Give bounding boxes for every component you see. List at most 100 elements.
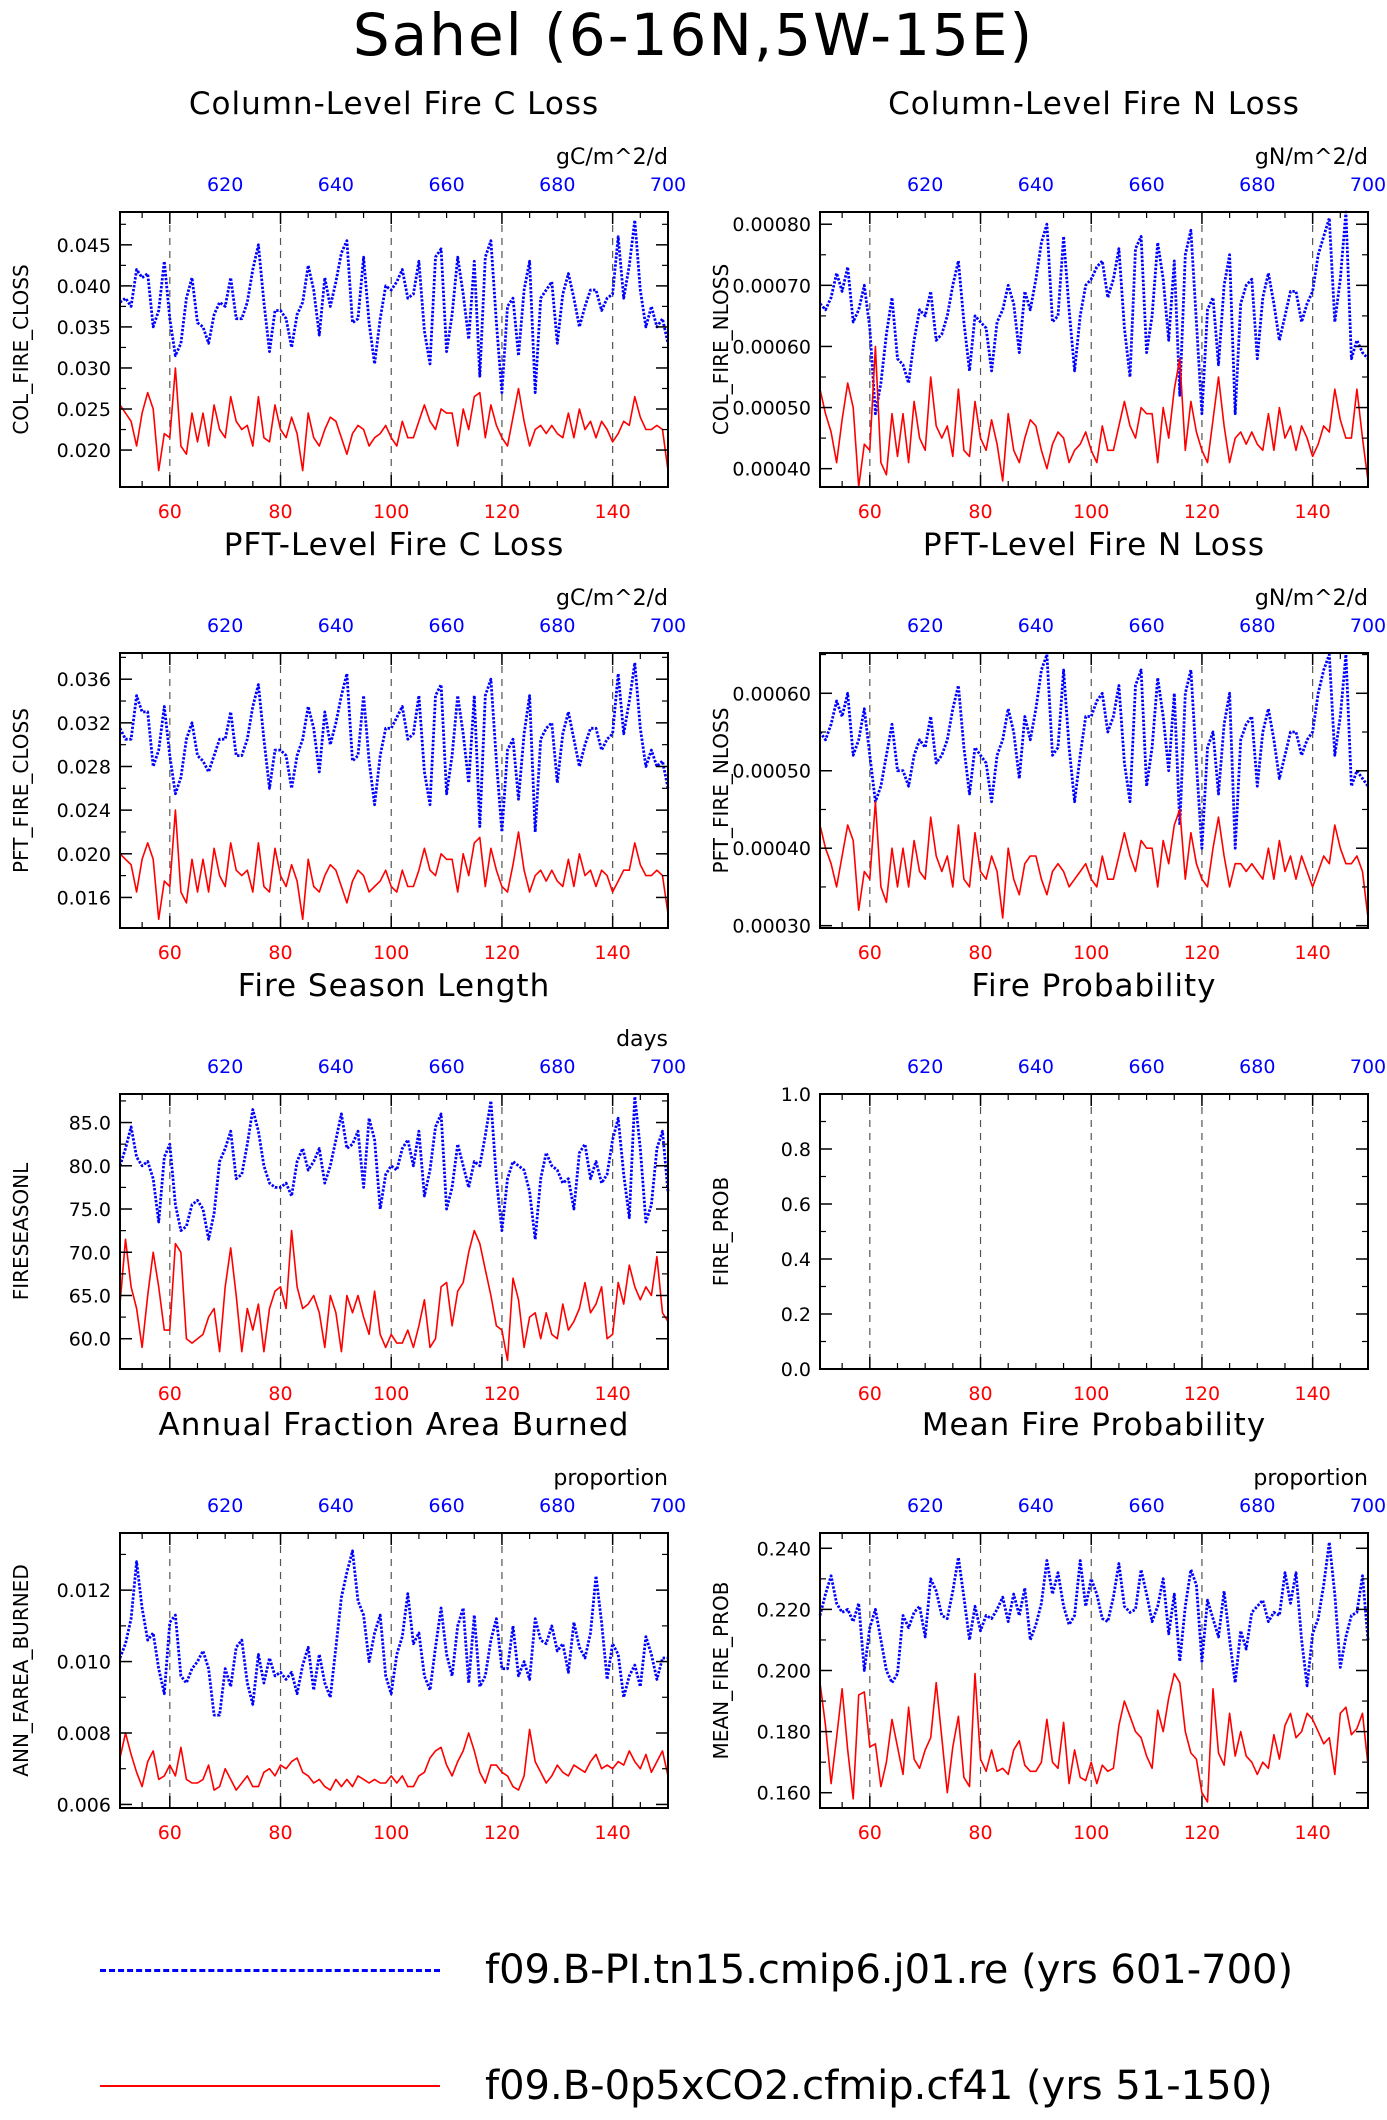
plot-frame <box>119 211 669 488</box>
plot-frame <box>119 1532 669 1809</box>
y-tick-label: 0.010 <box>57 1652 111 1674</box>
x-tick-label-top: 660 <box>1128 1056 1164 1078</box>
x-tick-label-top: 640 <box>318 615 354 637</box>
x-tick-label-top: 700 <box>650 174 686 196</box>
series-control-line <box>818 653 1370 850</box>
plot-frame <box>819 652 1369 929</box>
plot-frame <box>119 652 669 929</box>
y-tick-label: 80.0 <box>69 1156 111 1178</box>
chart-panel-0: Column-Level Fire C Loss gC/m^2/d 60 80 100 1… <box>9 86 686 523</box>
y-tick-label: 0.160 <box>757 1783 811 1805</box>
x-tick-label-top: 680 <box>1239 615 1275 637</box>
y-tick-label: 0.024 <box>57 800 111 822</box>
x-tick-label-top: 680 <box>539 1056 575 1078</box>
y-tick-label: 60.0 <box>69 1329 111 1351</box>
x-tick-label-top: 680 <box>1239 1056 1275 1078</box>
x-tick-label-bottom: 60 <box>158 1822 182 1844</box>
y-tick-label: 0.028 <box>57 756 111 778</box>
chart-title: Annual Fraction Area Burned <box>159 1407 630 1443</box>
x-tick-label-bottom: 80 <box>268 501 292 523</box>
x-tick-label-top: 680 <box>539 1495 575 1517</box>
x-tick-label-bottom: 140 <box>595 942 631 964</box>
plot-frame <box>119 1093 669 1370</box>
x-tick-label-top: 620 <box>207 1495 243 1517</box>
y-tick-label: 1.0 <box>781 1084 811 1106</box>
chart-panel-2: PFT-Level Fire C Loss gC/m^2/d 60 80 100 120 1… <box>9 527 686 964</box>
x-tick-label-top: 680 <box>539 615 575 637</box>
series-experiment-line <box>819 800 1369 919</box>
x-tick-label-top: 660 <box>428 1495 464 1517</box>
chart-title: PFT-Level Fire N Loss <box>923 527 1265 563</box>
x-tick-label-bottom: 80 <box>968 1383 992 1405</box>
x-tick-label-top: 660 <box>428 174 464 196</box>
series-control-line <box>818 1540 1370 1688</box>
x-tick-label-top: 620 <box>207 174 243 196</box>
y-tick-label: 0.045 <box>57 235 111 257</box>
chart-title: PFT-Level Fire C Loss <box>224 527 565 563</box>
chart-units: gC/m^2/d <box>556 145 668 170</box>
x-tick-label-top: 680 <box>1239 1495 1275 1517</box>
x-tick-label-top: 680 <box>1239 174 1275 196</box>
x-tick-label-bottom: 140 <box>1295 942 1331 964</box>
y-axis-label: MEAN_FIRE_PROB <box>709 1582 733 1760</box>
y-tick-label: 0.4 <box>781 1249 811 1271</box>
x-tick-label-top: 640 <box>1018 615 1054 637</box>
chart-panel-4: Fire Season Length days 60 80 100 120 140 620 64… <box>9 968 686 1405</box>
chart-title: Column-Level Fire N Loss <box>888 86 1300 122</box>
x-tick-label-bottom: 80 <box>968 942 992 964</box>
x-tick-label-top: 700 <box>1350 615 1386 637</box>
x-tick-label-bottom: 80 <box>968 501 992 523</box>
y-tick-label: 0.036 <box>57 669 111 691</box>
x-tick-label-bottom: 60 <box>858 1383 882 1405</box>
y-tick-label: 0.012 <box>57 1580 111 1602</box>
x-tick-label-top: 700 <box>1350 1056 1386 1078</box>
chart-title: Mean Fire Probability <box>922 1407 1266 1443</box>
y-tick-label: 0.00080 <box>732 214 811 236</box>
chart-units: gN/m^2/d <box>1255 145 1368 170</box>
x-tick-label-bottom: 120 <box>1184 1822 1220 1844</box>
x-tick-label-bottom: 100 <box>373 501 409 523</box>
series-control-line <box>818 210 1370 416</box>
y-tick-label: 0.030 <box>57 358 111 380</box>
y-tick-label: 0.00050 <box>732 398 811 420</box>
series-control-line <box>118 661 670 834</box>
legend-experiment-swatch <box>100 2085 440 2087</box>
series-experiment-line <box>819 1672 1369 1803</box>
y-axis-label: FIRE_PROB <box>709 1177 733 1286</box>
y-tick-label: 0.240 <box>757 1538 811 1560</box>
x-tick-label-bottom: 80 <box>268 942 292 964</box>
x-tick-label-bottom: 60 <box>858 1822 882 1844</box>
x-tick-label-top: 700 <box>650 615 686 637</box>
chart-panel-5: Fire Probability 60 80 100 120 140 620 640 660 68… <box>709 968 1386 1405</box>
y-tick-label: 0.025 <box>57 399 111 421</box>
x-tick-label-top: 620 <box>907 174 943 196</box>
x-tick-label-top: 700 <box>650 1056 686 1078</box>
series-experiment-line <box>119 367 669 472</box>
x-tick-label-bottom: 100 <box>373 1383 409 1405</box>
x-tick-label-top: 620 <box>907 615 943 637</box>
x-tick-label-top: 640 <box>318 174 354 196</box>
x-tick-label-bottom: 140 <box>595 1383 631 1405</box>
series-experiment-line <box>119 1728 669 1791</box>
chart-units: gC/m^2/d <box>556 586 668 611</box>
y-tick-label: 0.035 <box>57 317 111 339</box>
series-experiment-line <box>119 809 669 921</box>
y-tick-label: 0.180 <box>757 1722 811 1744</box>
x-tick-label-bottom: 120 <box>484 942 520 964</box>
chart-units: proportion <box>1253 1466 1368 1491</box>
x-tick-label-bottom: 100 <box>1073 501 1109 523</box>
plot-frame <box>819 211 1369 488</box>
series-experiment-line <box>119 1229 669 1362</box>
x-tick-label-top: 640 <box>1018 1495 1054 1517</box>
y-tick-label: 0.032 <box>57 713 111 735</box>
x-tick-label-top: 660 <box>1128 1495 1164 1517</box>
chart-panel-3: PFT-Level Fire N Loss gN/m^2/d 60 80 100 120 1… <box>709 527 1386 964</box>
chart-title: Fire Probability <box>971 968 1216 1004</box>
chart-title: Fire Season Length <box>238 968 550 1004</box>
y-axis-label: PFT_FIRE_NLOSS <box>709 708 733 874</box>
y-tick-label: 0.8 <box>781 1139 811 1161</box>
x-tick-label-bottom: 60 <box>858 501 882 523</box>
y-axis-label: COL_FIRE_CLOSS <box>9 264 33 434</box>
x-tick-label-bottom: 80 <box>968 1822 992 1844</box>
y-tick-label: 85.0 <box>69 1113 111 1135</box>
